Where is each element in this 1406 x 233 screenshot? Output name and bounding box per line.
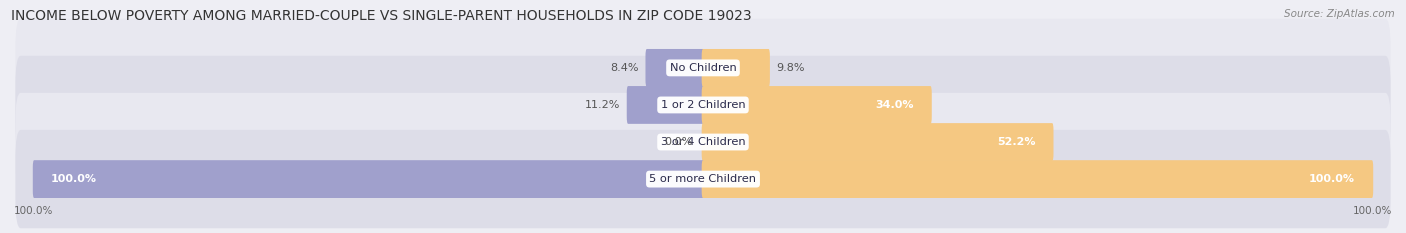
- Text: 34.0%: 34.0%: [875, 100, 914, 110]
- Text: 52.2%: 52.2%: [997, 137, 1035, 147]
- FancyBboxPatch shape: [15, 93, 1391, 191]
- Text: 11.2%: 11.2%: [585, 100, 620, 110]
- Text: 100.0%: 100.0%: [14, 206, 53, 216]
- Text: INCOME BELOW POVERTY AMONG MARRIED-COUPLE VS SINGLE-PARENT HOUSEHOLDS IN ZIP COD: INCOME BELOW POVERTY AMONG MARRIED-COUPL…: [11, 9, 752, 23]
- Text: 3 or 4 Children: 3 or 4 Children: [661, 137, 745, 147]
- Text: 5 or more Children: 5 or more Children: [650, 174, 756, 184]
- FancyBboxPatch shape: [15, 130, 1391, 228]
- Text: No Children: No Children: [669, 63, 737, 73]
- FancyBboxPatch shape: [15, 19, 1391, 117]
- FancyBboxPatch shape: [702, 123, 1053, 161]
- Text: 9.8%: 9.8%: [776, 63, 806, 73]
- FancyBboxPatch shape: [702, 86, 932, 124]
- Text: 1 or 2 Children: 1 or 2 Children: [661, 100, 745, 110]
- Text: 100.0%: 100.0%: [51, 174, 97, 184]
- FancyBboxPatch shape: [702, 160, 1374, 198]
- Text: 100.0%: 100.0%: [1309, 174, 1355, 184]
- Text: 100.0%: 100.0%: [1353, 206, 1392, 216]
- Text: 8.4%: 8.4%: [610, 63, 638, 73]
- FancyBboxPatch shape: [15, 56, 1391, 154]
- Text: 0.0%: 0.0%: [665, 137, 693, 147]
- FancyBboxPatch shape: [702, 49, 770, 87]
- Text: Source: ZipAtlas.com: Source: ZipAtlas.com: [1284, 9, 1395, 19]
- FancyBboxPatch shape: [645, 49, 704, 87]
- FancyBboxPatch shape: [32, 160, 704, 198]
- FancyBboxPatch shape: [627, 86, 704, 124]
